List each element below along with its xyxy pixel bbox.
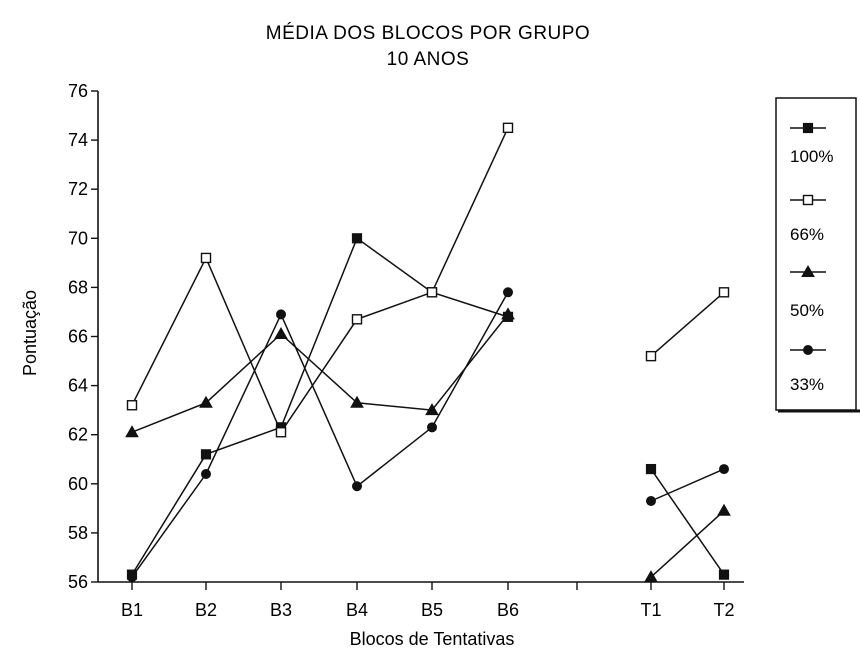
x-axis-title: Blocos de Tentativas <box>350 629 515 649</box>
legend-swatch-marker <box>802 122 814 134</box>
y-tick-label: 62 <box>68 425 88 445</box>
x-tick-label: B4 <box>346 600 368 620</box>
data-point <box>645 350 657 362</box>
series-line <box>650 468 725 576</box>
data-point <box>425 403 439 416</box>
axes <box>97 91 744 583</box>
y-tick-label: 58 <box>68 523 88 543</box>
x-tick-label: B6 <box>497 600 519 620</box>
data-point <box>427 422 437 433</box>
data-point <box>199 395 213 408</box>
data-point <box>717 503 731 516</box>
y-tick-label: 74 <box>68 130 88 150</box>
data-point <box>126 400 138 411</box>
series-1 <box>126 122 730 438</box>
series-line <box>650 510 725 578</box>
legend-label: 50% <box>790 301 824 320</box>
series-2 <box>125 307 731 583</box>
series-line <box>131 127 509 434</box>
data-point <box>645 463 657 475</box>
data-point <box>350 395 364 408</box>
x-tick-label: B5 <box>421 600 443 620</box>
data-point <box>127 572 137 583</box>
data-point <box>201 468 211 479</box>
y-axis-ticks: 56 58 60 62 64 66 68 70 72 74 76 <box>68 81 98 592</box>
data-point <box>503 287 513 298</box>
y-tick-label: 68 <box>68 277 88 297</box>
data-point <box>200 449 212 460</box>
data-point <box>719 464 729 475</box>
x-tick-label: B2 <box>195 600 217 620</box>
legend-label: 100% <box>790 147 833 166</box>
data-point <box>125 425 139 438</box>
data-point <box>274 327 288 340</box>
series-line <box>131 237 509 575</box>
data-point <box>200 252 212 264</box>
y-tick-label: 72 <box>68 179 88 199</box>
data-point <box>275 427 287 438</box>
data-point <box>351 233 363 244</box>
series-line <box>650 291 725 357</box>
data-point <box>502 122 514 134</box>
x-tick-label: B3 <box>270 600 292 620</box>
y-axis-title: Pontuação <box>20 290 40 376</box>
series-line <box>131 313 509 433</box>
chart-subtitle: 10 ANOS <box>387 49 470 70</box>
x-tick-label: T1 <box>640 600 661 620</box>
series-3 <box>127 287 729 583</box>
y-tick-label: 60 <box>68 474 88 494</box>
chart-title: MÉDIA DOS BLOCOS POR GRUPO <box>266 23 590 44</box>
data-point <box>426 287 438 298</box>
y-tick-label: 70 <box>68 228 88 248</box>
data-point <box>351 314 363 325</box>
series-layer <box>125 122 731 583</box>
legend-label: 33% <box>790 375 824 394</box>
legend: 100% 66% 50% 33% <box>775 97 860 413</box>
data-point <box>646 495 656 506</box>
x-axis-ticks: B1 B2 B3 B4 B5 B6 T1 T2 <box>121 582 735 620</box>
legend-box <box>775 97 857 411</box>
legend-swatch-marker <box>802 194 814 206</box>
series-line <box>131 291 509 578</box>
data-point <box>276 309 286 320</box>
y-tick-label: 64 <box>68 376 88 396</box>
legend-swatch-marker <box>801 264 815 277</box>
legend-label: 66% <box>790 225 824 244</box>
data-point <box>501 307 515 320</box>
y-tick-label: 76 <box>68 81 88 101</box>
x-tick-label: T2 <box>713 600 734 620</box>
data-point <box>718 569 730 580</box>
y-tick-label: 56 <box>68 572 88 592</box>
data-point <box>718 287 730 298</box>
y-tick-label: 66 <box>68 327 88 347</box>
series-line <box>650 468 725 502</box>
x-tick-label: B1 <box>121 600 143 620</box>
data-point <box>352 481 362 492</box>
legend-swatch-marker <box>803 345 813 355</box>
data-point <box>644 570 658 583</box>
